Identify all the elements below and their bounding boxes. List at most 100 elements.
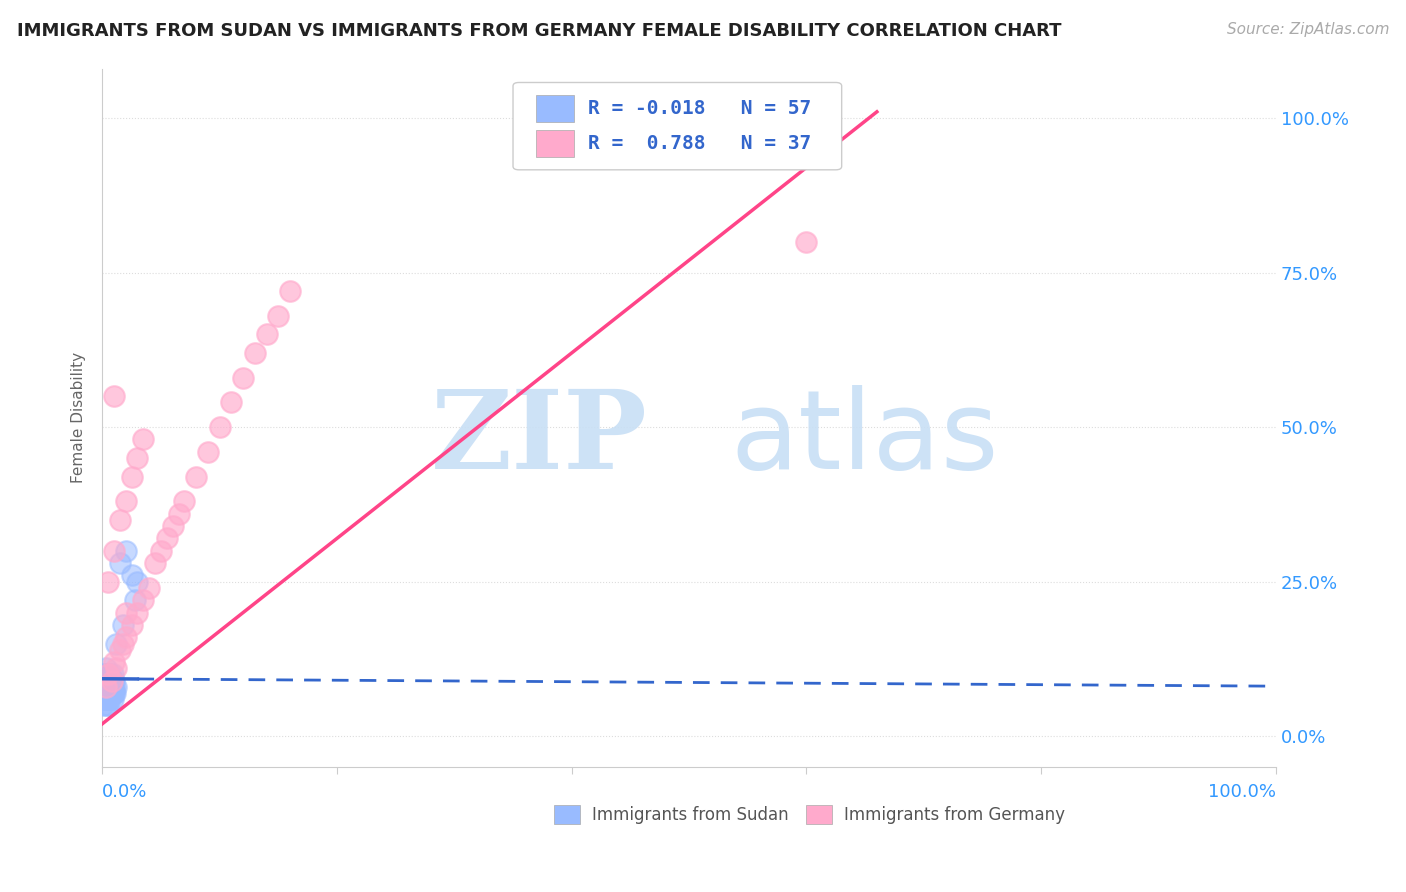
Point	[94, 680, 117, 694]
Point	[112, 618, 135, 632]
Point	[101, 692, 124, 706]
Point	[93, 686, 115, 700]
Point	[93, 680, 115, 694]
Text: 100.0%: 100.0%	[1208, 782, 1277, 801]
Point	[93, 667, 115, 681]
Point	[98, 673, 121, 688]
Point	[108, 556, 131, 570]
Point	[127, 574, 149, 589]
Point	[97, 686, 120, 700]
FancyBboxPatch shape	[513, 82, 842, 169]
Point	[91, 673, 114, 688]
Point	[98, 680, 121, 694]
Point	[100, 673, 122, 688]
Bar	[554, 805, 579, 824]
Point	[93, 686, 115, 700]
Point	[127, 606, 149, 620]
Point	[96, 692, 118, 706]
Point	[232, 370, 254, 384]
Text: 0.0%: 0.0%	[103, 782, 148, 801]
Point	[96, 673, 118, 688]
Point	[97, 698, 120, 713]
Point	[105, 680, 128, 694]
Text: IMMIGRANTS FROM SUDAN VS IMMIGRANTS FROM GERMANY FEMALE DISABILITY CORRELATION C: IMMIGRANTS FROM SUDAN VS IMMIGRANTS FROM…	[17, 22, 1062, 40]
Point	[100, 667, 122, 681]
Point	[256, 327, 278, 342]
Point	[94, 680, 117, 694]
Point	[796, 235, 818, 249]
Point	[173, 494, 195, 508]
Point	[97, 574, 120, 589]
Point	[108, 642, 131, 657]
Bar	[807, 805, 832, 824]
Point	[208, 420, 231, 434]
Text: ZIP: ZIP	[432, 385, 648, 492]
Point	[243, 346, 266, 360]
Point	[124, 593, 146, 607]
Text: Source: ZipAtlas.com: Source: ZipAtlas.com	[1226, 22, 1389, 37]
Point	[112, 636, 135, 650]
Point	[94, 698, 117, 713]
Point	[91, 680, 114, 694]
Point	[98, 686, 121, 700]
Point	[267, 309, 290, 323]
Point	[103, 655, 125, 669]
Point	[97, 667, 120, 681]
Point	[114, 494, 136, 508]
Point	[96, 680, 118, 694]
Point	[127, 450, 149, 465]
Point	[121, 568, 143, 582]
Point	[121, 469, 143, 483]
Point	[105, 636, 128, 650]
Text: R =  0.788   N = 37: R = 0.788 N = 37	[588, 134, 811, 153]
Point	[93, 667, 115, 681]
Point	[114, 630, 136, 644]
Point	[121, 618, 143, 632]
Point	[97, 680, 120, 694]
Point	[138, 581, 160, 595]
Point	[149, 543, 172, 558]
Point	[278, 284, 301, 298]
Y-axis label: Female Disability: Female Disability	[72, 352, 86, 483]
Point	[93, 692, 115, 706]
Point	[105, 661, 128, 675]
Point	[162, 519, 184, 533]
Point	[108, 513, 131, 527]
Point	[93, 686, 115, 700]
Point	[96, 680, 118, 694]
Point	[100, 686, 122, 700]
Point	[96, 667, 118, 681]
Point	[100, 673, 122, 688]
Point	[94, 680, 117, 694]
Point	[94, 686, 117, 700]
Point	[100, 680, 122, 694]
Point	[143, 556, 166, 570]
Text: Immigrants from Germany: Immigrants from Germany	[844, 805, 1064, 823]
Point	[103, 543, 125, 558]
Point	[93, 692, 115, 706]
Point	[93, 698, 115, 713]
Point	[94, 673, 117, 688]
Point	[103, 686, 125, 700]
Point	[101, 667, 124, 681]
Point	[114, 606, 136, 620]
Point	[97, 667, 120, 681]
Point	[93, 692, 115, 706]
Point	[221, 395, 243, 409]
Point	[96, 686, 118, 700]
Point	[114, 543, 136, 558]
Point	[101, 686, 124, 700]
Text: Immigrants from Sudan: Immigrants from Sudan	[592, 805, 789, 823]
Point	[94, 692, 117, 706]
Point	[167, 507, 190, 521]
Point	[132, 433, 155, 447]
Point	[93, 673, 115, 688]
Point	[96, 686, 118, 700]
Point	[132, 593, 155, 607]
Point	[156, 532, 179, 546]
Point	[94, 661, 117, 675]
Point	[184, 469, 207, 483]
Bar	[537, 130, 574, 157]
Text: R = -0.018   N = 57: R = -0.018 N = 57	[588, 99, 811, 118]
Point	[197, 445, 219, 459]
